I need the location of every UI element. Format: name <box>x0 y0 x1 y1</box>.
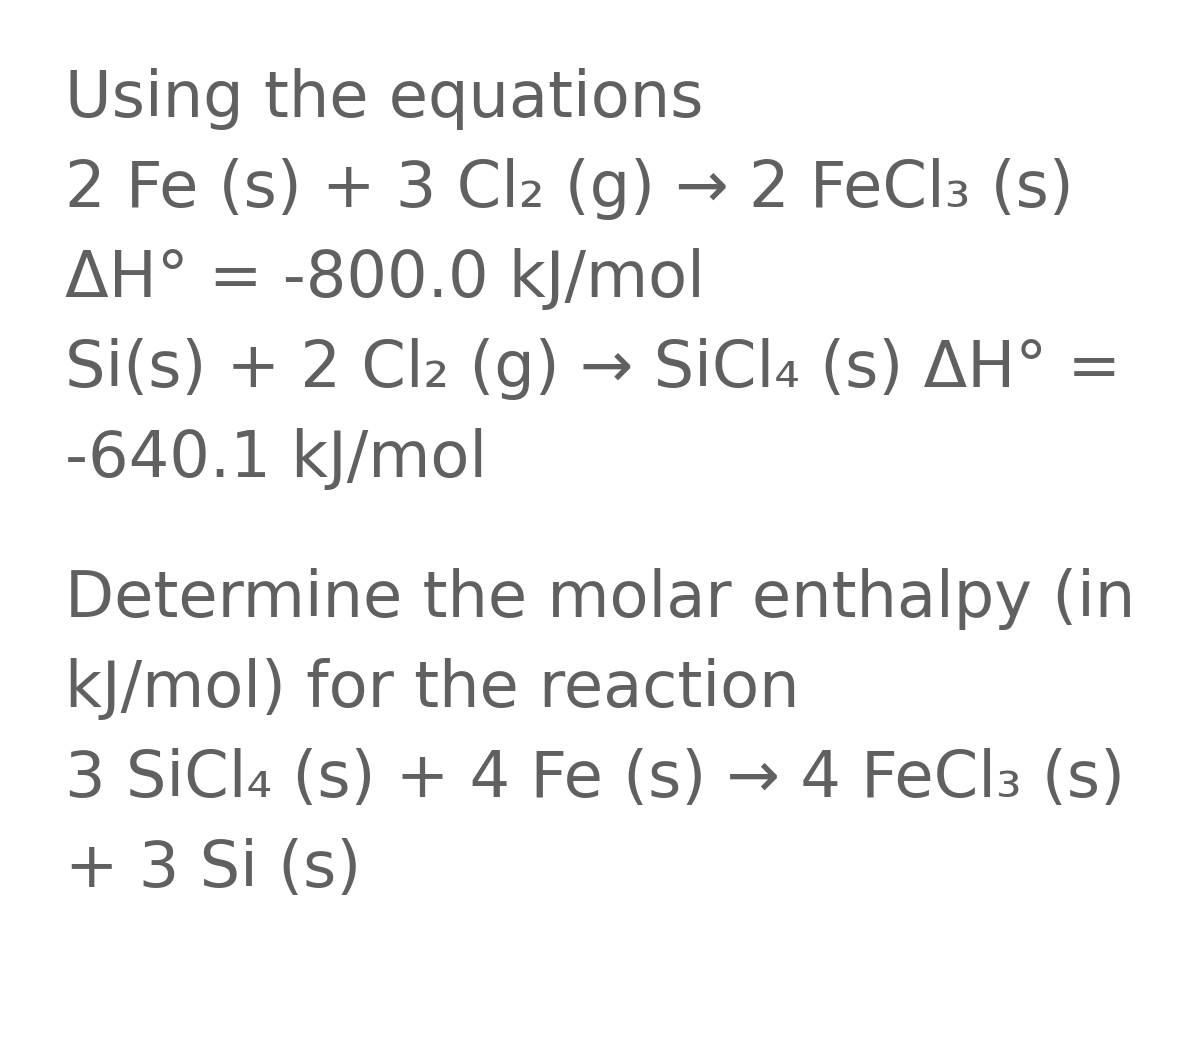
Text: Si(s) + 2 Cl₂ (g) → SiCl₄ (s) ΔH° =: Si(s) + 2 Cl₂ (g) → SiCl₄ (s) ΔH° = <box>65 338 1121 400</box>
Text: 3 SiCl₄ (s) + 4 Fe (s) → 4 FeCl₃ (s): 3 SiCl₄ (s) + 4 Fe (s) → 4 FeCl₃ (s) <box>65 748 1126 810</box>
Text: ΔH° = -800.0 kJ/mol: ΔH° = -800.0 kJ/mol <box>65 248 704 311</box>
Text: 2 Fe (s) + 3 Cl₂ (g) → 2 FeCl₃ (s): 2 Fe (s) + 3 Cl₂ (g) → 2 FeCl₃ (s) <box>65 158 1074 220</box>
Text: Determine the molar enthalpy (in: Determine the molar enthalpy (in <box>65 568 1135 630</box>
Text: Using the equations: Using the equations <box>65 68 703 130</box>
Text: kJ/mol) for the reaction: kJ/mol) for the reaction <box>65 658 799 720</box>
Text: + 3 Si (s): + 3 Si (s) <box>65 838 361 900</box>
Text: -640.1 kJ/mol: -640.1 kJ/mol <box>65 428 487 490</box>
